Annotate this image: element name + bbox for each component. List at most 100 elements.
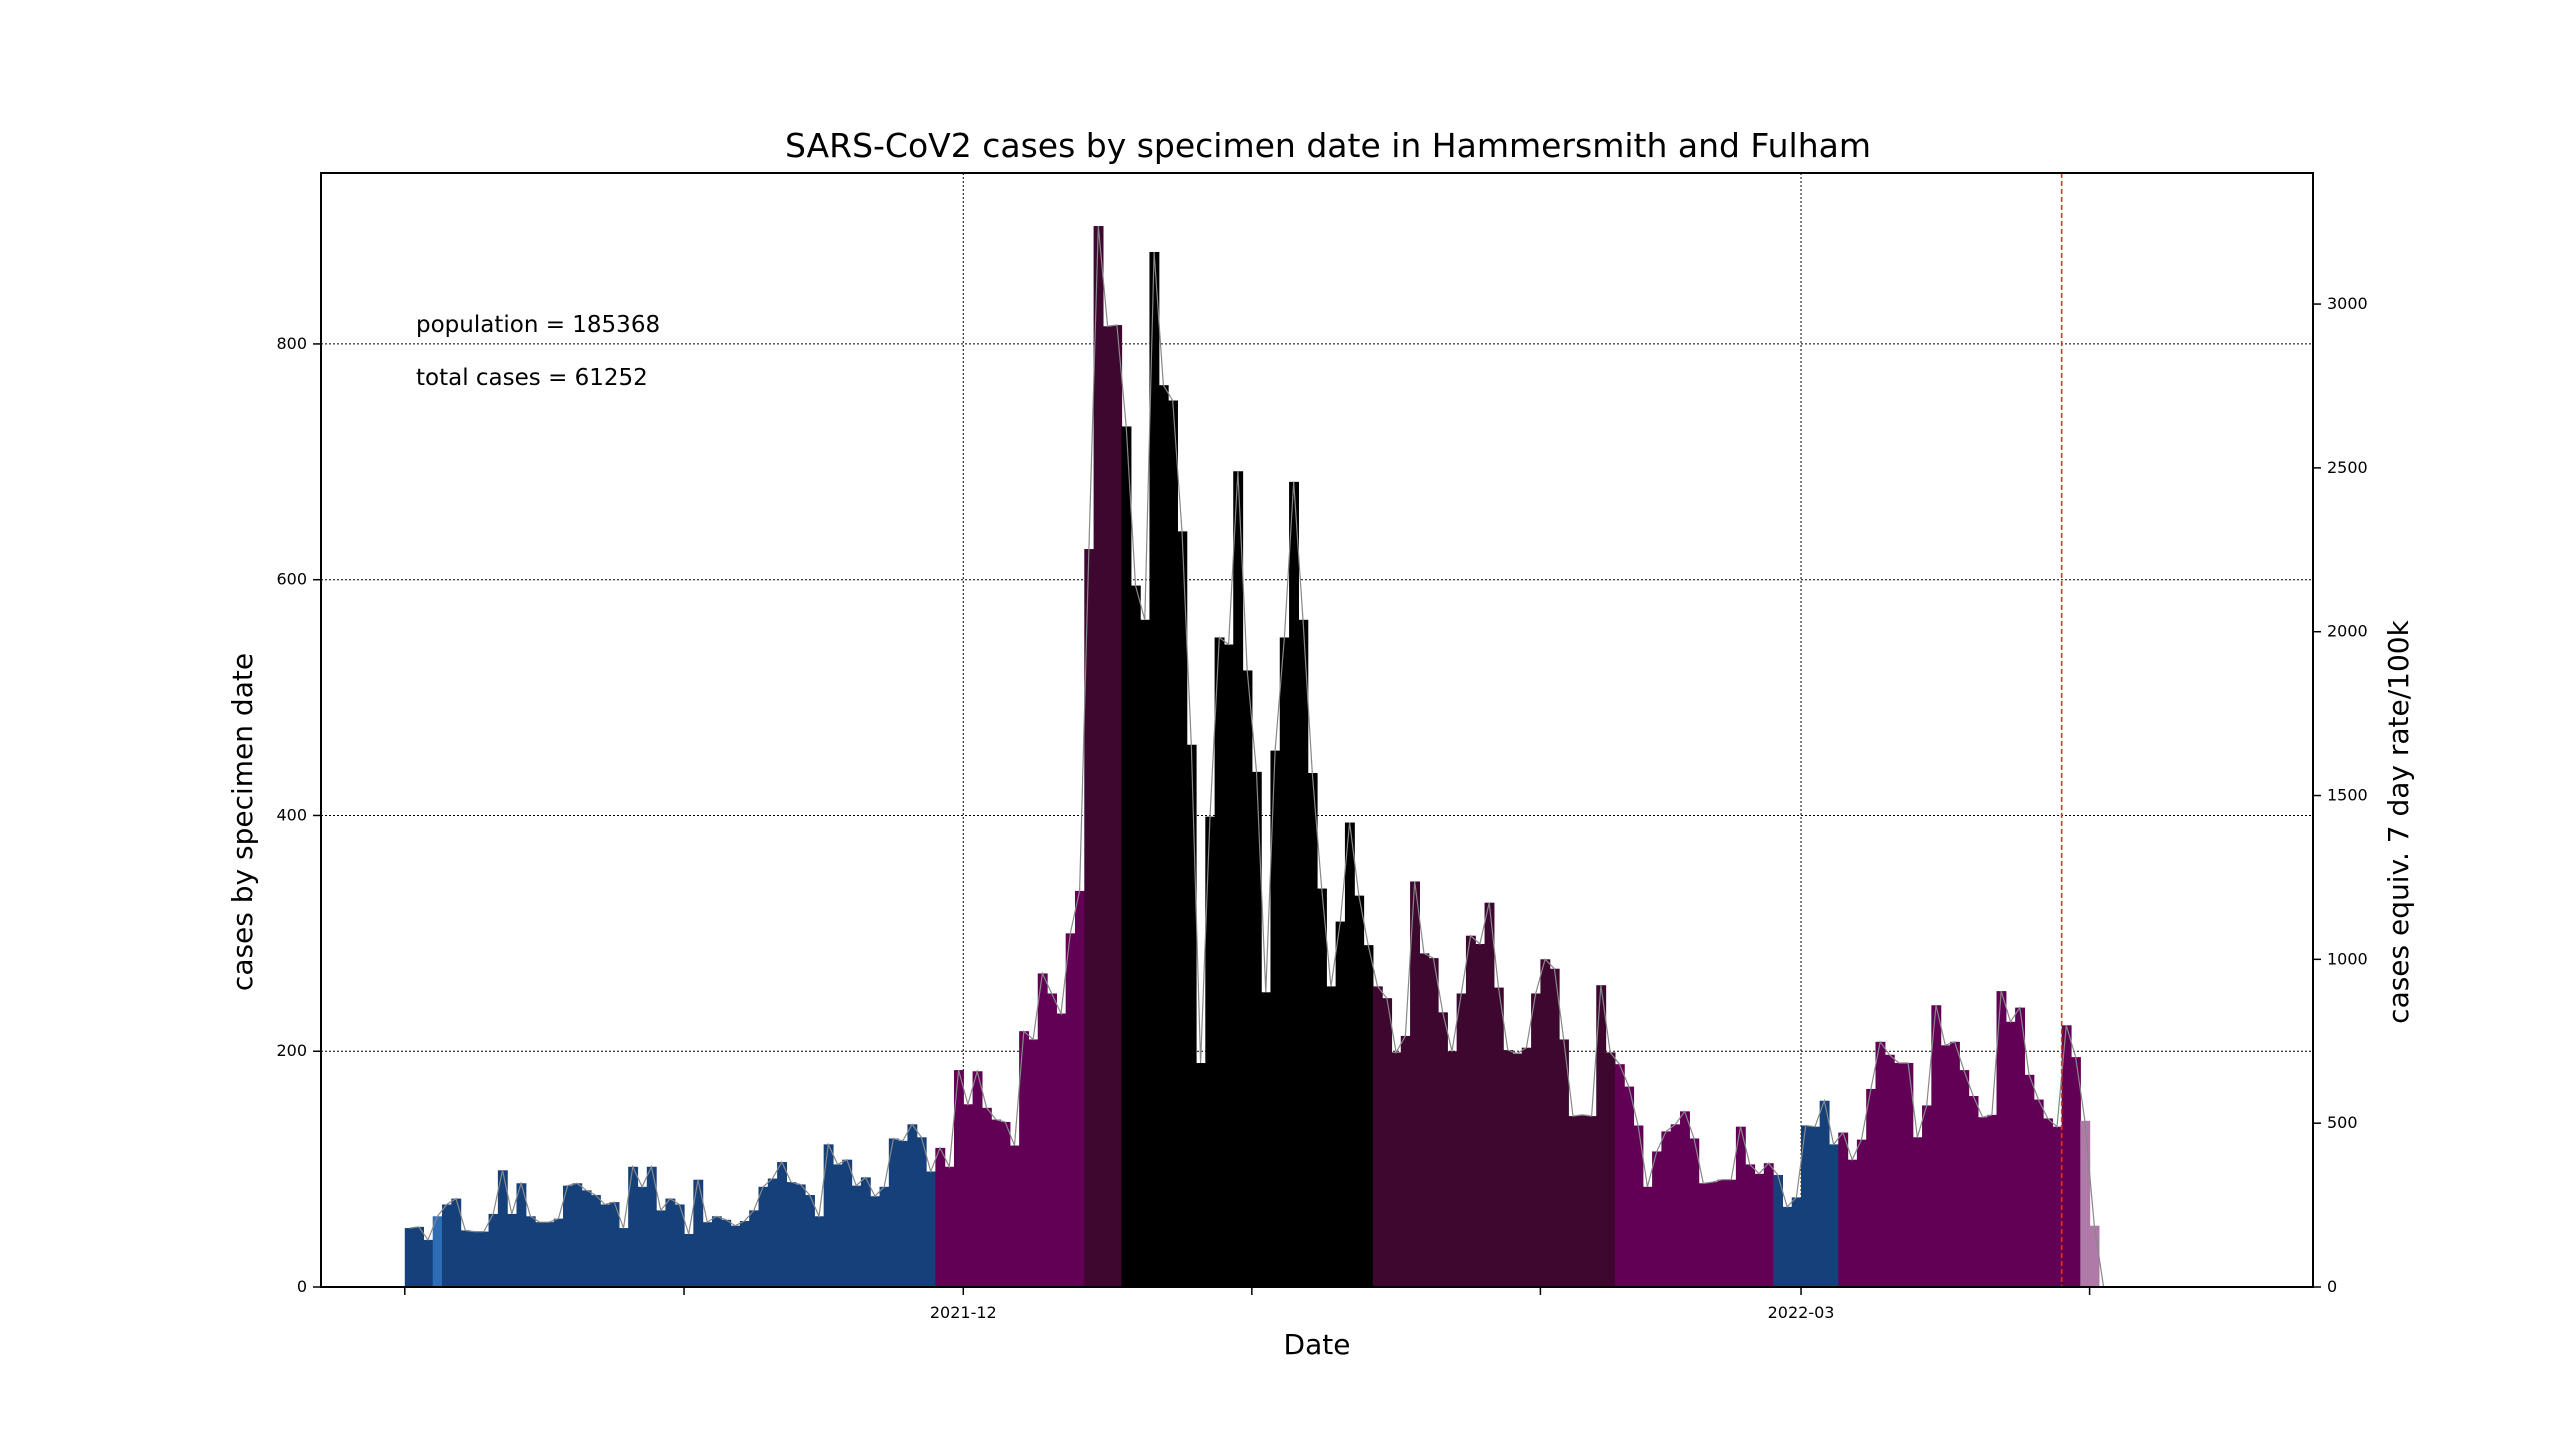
data-bar <box>1298 619 1309 1287</box>
data-bar <box>777 1162 788 1287</box>
data-bar <box>916 1137 927 1287</box>
data-bar <box>870 1196 881 1287</box>
data-bar <box>2033 1099 2044 1287</box>
data-bar <box>1493 987 1504 1287</box>
data-bar <box>1344 822 1355 1287</box>
data-bar <box>749 1210 760 1287</box>
data-bar <box>851 1185 862 1287</box>
data-bar <box>1410 881 1420 1287</box>
data-bar <box>553 1218 564 1287</box>
data-bar <box>1047 993 1057 1287</box>
data-bar <box>981 1107 992 1287</box>
data-bar <box>1223 644 1234 1287</box>
data-bar <box>544 1222 555 1287</box>
data-bar <box>535 1222 546 1287</box>
data-bar <box>1475 943 1486 1287</box>
data-bar <box>1512 1053 1523 1287</box>
data-bar <box>1400 1035 1411 1287</box>
data-bar <box>1549 968 1560 1287</box>
data-bar <box>944 1166 955 1287</box>
data-bar <box>1084 549 1095 1287</box>
data-bar <box>767 1178 778 1287</box>
data-bar <box>423 1239 434 1287</box>
data-bar <box>898 1140 909 1287</box>
y2-tick-label: 3000 <box>2327 294 2368 313</box>
y2-tick-label: 1000 <box>2327 949 2368 968</box>
data-bar <box>1568 1116 1579 1287</box>
data-bar <box>525 1216 536 1287</box>
data-bar <box>1186 744 1197 1287</box>
data-bar <box>563 1185 573 1287</box>
data-bar <box>1019 1031 1030 1287</box>
data-bar <box>684 1233 694 1287</box>
data-bar <box>953 1070 964 1287</box>
data-bar <box>963 1104 974 1287</box>
data-bar <box>1000 1121 1011 1287</box>
data-bar <box>888 1138 899 1287</box>
data-bar <box>1065 933 1076 1287</box>
data-bar <box>1875 1041 1886 1287</box>
data-bar <box>414 1226 424 1287</box>
data-bar <box>1828 1144 1839 1287</box>
data-bar <box>1605 1052 1616 1287</box>
y2-axis-label: cases equiv. 7 day rate/100k <box>2382 619 2415 1023</box>
data-bar <box>1782 1206 1793 1287</box>
y-tick-label: 200 <box>276 1041 307 1060</box>
annotation-population: population = 185368 <box>416 312 660 338</box>
data-bar <box>1354 895 1365 1287</box>
data-bar <box>460 1230 471 1287</box>
x-tick-label: 2022-03 <box>1768 1303 1835 1322</box>
data-bar <box>1484 902 1495 1287</box>
data-bar <box>600 1204 611 1287</box>
data-bar <box>469 1231 480 1287</box>
data-bar <box>1503 1050 1514 1287</box>
data-bar <box>1642 1186 1653 1287</box>
data-bar <box>1652 1151 1663 1287</box>
y-axis-label: cases by specimen date <box>226 653 259 991</box>
data-bar <box>1586 1116 1597 1287</box>
data-bar <box>590 1195 601 1287</box>
data-bar <box>1168 400 1178 1287</box>
data-bar <box>572 1183 583 1287</box>
y2-tick-label: 2500 <box>2327 458 2368 477</box>
y-tick-label: 0 <box>297 1277 307 1296</box>
data-bar <box>646 1166 657 1287</box>
data-bar <box>1633 1125 1644 1287</box>
data-bar <box>1428 958 1439 1287</box>
data-bar <box>1009 1145 1020 1287</box>
data-bar <box>1801 1125 1811 1287</box>
data-bar <box>1521 1047 1532 1287</box>
data-bar <box>1335 921 1346 1287</box>
data-bar <box>1270 750 1281 1287</box>
data-bar <box>711 1216 722 1287</box>
x-tick-label: 2021-12 <box>930 1303 997 1322</box>
data-bar <box>2061 1025 2072 1287</box>
data-bar <box>674 1204 685 1287</box>
chart-title: SARS-CoV2 cases by specimen date in Hamm… <box>785 126 1871 165</box>
data-bar <box>926 1171 936 1287</box>
data-bar <box>1465 935 1476 1287</box>
data-bar <box>2070 1057 2081 1287</box>
data-bar <box>451 1198 462 1287</box>
data-bar <box>1279 637 1290 1287</box>
data-bar <box>1689 1138 1700 1287</box>
data-bar <box>1717 1179 1728 1287</box>
data-bar <box>1205 816 1216 1287</box>
y-tick-label: 600 <box>276 570 307 589</box>
data-bar <box>1819 1100 1830 1287</box>
data-bar <box>2005 1021 2016 1287</box>
data-bar <box>1456 993 1467 1287</box>
y2-tick-label: 1500 <box>2327 786 2368 805</box>
data-bar <box>805 1195 815 1287</box>
data-bar <box>1745 1164 1756 1287</box>
data-bar <box>618 1228 629 1287</box>
y-tick-label: 400 <box>276 805 307 824</box>
data-bar <box>1419 953 1430 1287</box>
data-bar <box>2015 1007 2026 1287</box>
data-bar <box>1735 1126 1746 1287</box>
data-bar <box>2052 1126 2063 1287</box>
data-bar <box>497 1170 508 1287</box>
y2-tick-label: 0 <box>2327 1277 2337 1296</box>
